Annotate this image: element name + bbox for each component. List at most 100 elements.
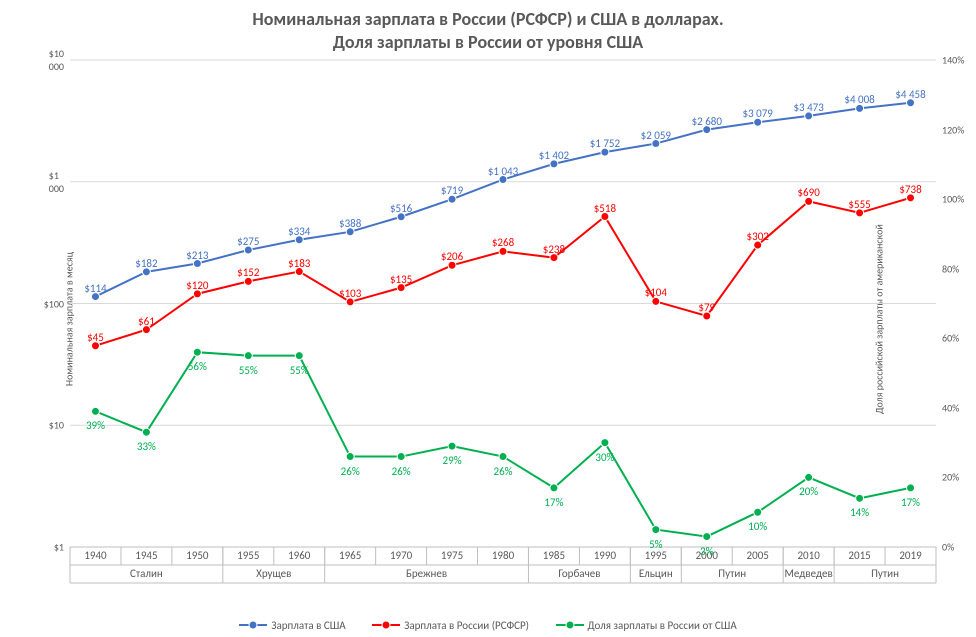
data-label: 55% xyxy=(239,364,258,377)
x-category: 1960 xyxy=(288,549,310,562)
x-category: 1975 xyxy=(441,549,463,562)
x-category: 1965 xyxy=(339,549,361,562)
legend: Зарплата в США Зарплата в России (РСФСР)… xyxy=(0,619,976,635)
legend-item-share: Доля зарплаты в России от США xyxy=(556,619,737,632)
x-category: 1980 xyxy=(492,549,514,562)
y1-tick: $1 000 xyxy=(49,169,64,195)
y1-tick: $1 xyxy=(54,541,64,554)
data-label: $4 008 xyxy=(844,93,874,106)
legend-item-rus: Зарплата в России (РСФСР) xyxy=(372,619,529,632)
data-label: $1 752 xyxy=(590,137,620,150)
x-era: Брежнев xyxy=(406,567,447,580)
data-label: $183 xyxy=(288,257,310,270)
y2-tick: 0% xyxy=(942,541,954,554)
data-label: 5% xyxy=(649,538,662,551)
y2-tick: 40% xyxy=(942,401,959,414)
data-label: 20% xyxy=(799,485,818,498)
data-label: $3 079 xyxy=(743,107,773,120)
data-label: $3 473 xyxy=(793,101,823,114)
legend-marker-rus xyxy=(372,619,400,631)
data-label: $152 xyxy=(237,266,259,279)
x-category: 1955 xyxy=(237,549,259,562)
x-era: Медведев xyxy=(785,567,833,580)
data-label: 17% xyxy=(544,496,563,509)
data-label: $388 xyxy=(339,217,361,230)
plot-area: $1$10$100$1 000$10 0000%20%40%60%80%100%… xyxy=(70,60,936,547)
data-label: $738 xyxy=(899,183,921,196)
x-era: Путин xyxy=(718,567,746,580)
data-label: $268 xyxy=(492,236,514,249)
data-label: 55% xyxy=(290,364,309,377)
legend-marker-share xyxy=(556,619,584,631)
x-category: 2019 xyxy=(899,549,921,562)
data-label: $275 xyxy=(237,235,259,248)
y2-tick: 140% xyxy=(942,54,964,67)
y2-tick: 120% xyxy=(942,123,964,136)
data-label: $79 xyxy=(698,301,715,314)
x-category: 1940 xyxy=(84,549,106,562)
x-category: 2005 xyxy=(747,549,769,562)
legend-item-usa: Зарплата в США xyxy=(239,619,345,632)
data-label: 30% xyxy=(595,451,614,464)
x-era: Хрущев xyxy=(256,567,291,580)
data-label: $302 xyxy=(747,230,769,243)
data-label: $213 xyxy=(186,249,208,262)
data-label: $4 458 xyxy=(895,88,925,101)
x-era: Путин xyxy=(871,567,899,580)
data-label: 26% xyxy=(392,465,411,478)
data-label: $518 xyxy=(594,202,616,215)
data-label: 3% xyxy=(700,545,713,558)
x-category: 1985 xyxy=(543,549,565,562)
salary-chart: Номинальная зарплата в России (РСФСР) и … xyxy=(0,0,976,637)
y2-tick: 60% xyxy=(942,332,959,345)
data-label: $1 043 xyxy=(488,165,518,178)
data-label: $690 xyxy=(797,186,819,199)
data-label: $206 xyxy=(441,250,463,263)
x-category: 2015 xyxy=(848,549,870,562)
data-label: 10% xyxy=(748,520,767,533)
data-label: 39% xyxy=(86,419,105,432)
data-label: $516 xyxy=(390,202,412,215)
title-line2: Доля зарплаты в России от уровня США xyxy=(0,31,976,54)
x-category: 1990 xyxy=(594,549,616,562)
data-label: $135 xyxy=(390,273,412,286)
data-label: $2 680 xyxy=(692,115,722,128)
data-label: $182 xyxy=(135,257,157,270)
data-label: 17% xyxy=(901,496,920,509)
y2-tick: 100% xyxy=(942,193,964,206)
data-label: $238 xyxy=(543,243,565,256)
x-era: Ельцин xyxy=(639,567,673,580)
y1-tick: $100 xyxy=(44,297,64,310)
x-category: 1950 xyxy=(186,549,208,562)
data-label: $45 xyxy=(87,331,104,344)
y1-tick: $10 xyxy=(49,419,64,432)
data-label: $61 xyxy=(138,315,155,328)
data-label: $103 xyxy=(339,287,361,300)
data-label: 26% xyxy=(341,465,360,478)
y2-tick: 20% xyxy=(942,471,959,484)
x-category: 1970 xyxy=(390,549,412,562)
title-line1: Номинальная зарплата в России (РСФСР) и … xyxy=(0,8,976,31)
x-category: 1945 xyxy=(135,549,157,562)
data-label: 14% xyxy=(850,506,869,519)
data-label: $555 xyxy=(848,198,870,211)
data-label: $104 xyxy=(645,286,667,299)
y1-tick: $10 000 xyxy=(49,47,64,73)
data-label: $2 059 xyxy=(641,129,671,142)
x-era: Сталин xyxy=(130,567,163,580)
legend-marker-usa xyxy=(239,619,267,631)
data-label: $120 xyxy=(186,279,208,292)
x-category: 2010 xyxy=(797,549,819,562)
data-label: 56% xyxy=(188,360,207,373)
data-label: 26% xyxy=(493,465,512,478)
data-label: $719 xyxy=(441,184,463,197)
x-era: Горбачев xyxy=(558,567,600,580)
data-label: $334 xyxy=(288,225,310,238)
data-label: 29% xyxy=(443,454,462,467)
y2-tick: 80% xyxy=(942,262,959,275)
chart-title: Номинальная зарплата в России (РСФСР) и … xyxy=(0,8,976,53)
data-label: $114 xyxy=(84,282,106,295)
data-label: 33% xyxy=(137,440,156,453)
x-category: 1995 xyxy=(645,549,667,562)
data-label: $1 402 xyxy=(539,149,569,162)
